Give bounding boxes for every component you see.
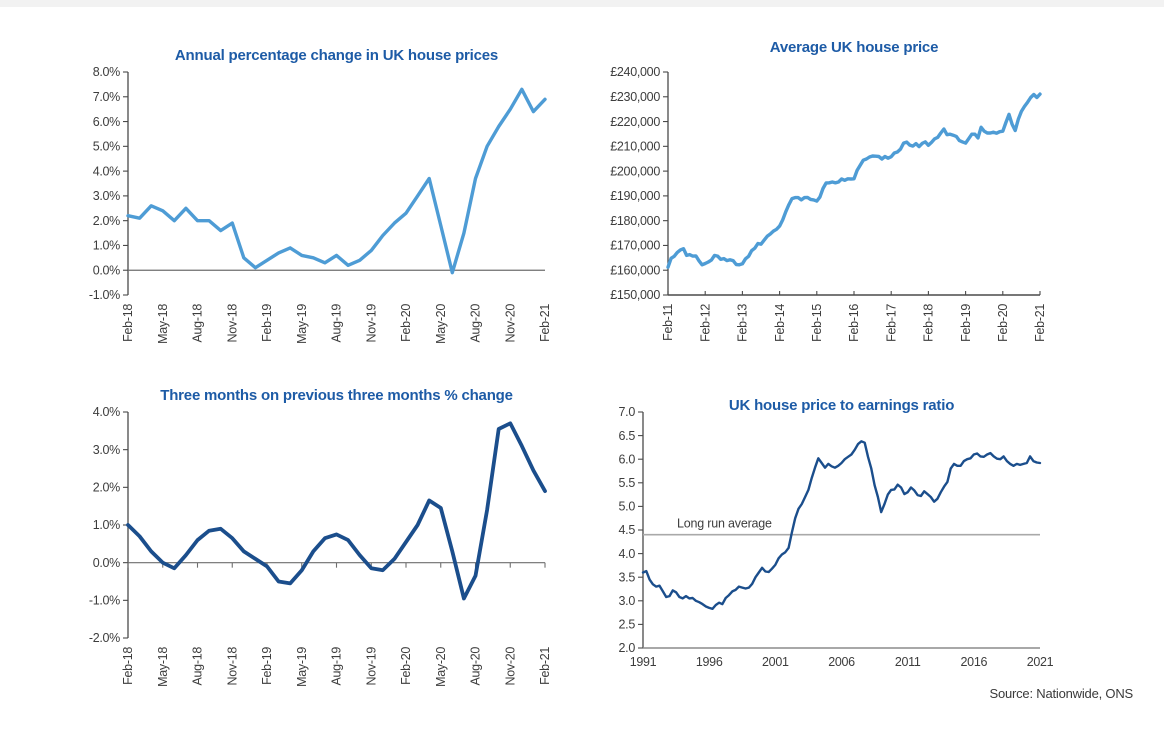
chart-title-three-month-change: Three months on previous three months % … (160, 387, 513, 404)
svg-text:Feb-18: Feb-18 (922, 304, 936, 342)
svg-text:Feb-20: Feb-20 (399, 647, 413, 685)
svg-text:£210,000: £210,000 (610, 140, 660, 154)
svg-text:4.0%: 4.0% (93, 164, 120, 178)
svg-text:4.0%: 4.0% (93, 405, 120, 419)
svg-text:Feb-19: Feb-19 (260, 304, 274, 342)
svg-text:2001: 2001 (762, 655, 789, 669)
svg-text:Feb-14: Feb-14 (773, 304, 787, 342)
chart-average-price: Average UK house price £150,000 £160,000 £… (595, 38, 1065, 350)
svg-text:Feb-11: Feb-11 (661, 304, 675, 341)
svg-text:4.0: 4.0 (619, 547, 636, 561)
svg-text:2.0: 2.0 (619, 641, 636, 655)
chart-plot-average-price: £150,000 £160,000 £170,000 £180,000 £190,000… (610, 65, 1047, 342)
svg-text:3.5: 3.5 (619, 570, 636, 584)
svg-text:-1.0%: -1.0% (89, 594, 120, 608)
svg-text:1.0%: 1.0% (93, 518, 120, 532)
svg-text:1996: 1996 (696, 655, 723, 669)
svg-text:May-19: May-19 (295, 304, 309, 344)
svg-text:0.0%: 0.0% (93, 263, 120, 277)
chart-three-month-change: Three months on previous three months % … (60, 386, 565, 706)
svg-text:Feb-21: Feb-21 (538, 647, 552, 685)
chart-title-price-to-earnings: UK house price to earnings ratio (728, 397, 955, 414)
svg-text:Aug-19: Aug-19 (330, 647, 344, 686)
svg-text:6.5: 6.5 (619, 429, 636, 443)
svg-text:Aug-18: Aug-18 (191, 647, 205, 686)
svg-text:2021: 2021 (1027, 655, 1054, 669)
chart-plot-price-to-earnings: 2.0 2.5 3.0 3.5 4.0 4.5 5.0 5.5 6.0 6.5 7.0 Long ru… (619, 405, 1054, 669)
svg-text:Aug-20: Aug-20 (469, 304, 483, 343)
svg-text:7.0: 7.0 (619, 405, 636, 419)
svg-text:Nov-19: Nov-19 (364, 304, 378, 343)
svg-text:1.0%: 1.0% (93, 239, 120, 253)
svg-text:2.0%: 2.0% (93, 481, 120, 495)
chart-plot-annual-pct-change: -1.0% 0.0% 1.0% 2.0% 3.0% 4.0% 5.0% 6.0% 7.0% 8.0… (89, 65, 552, 344)
svg-text:£190,000: £190,000 (610, 189, 660, 203)
svg-text:Long run average: Long run average (677, 517, 772, 531)
chart-price-to-earnings: UK house price to earnings ratio 2.0 2.5 3… (600, 396, 1065, 681)
svg-text:-1.0%: -1.0% (89, 288, 120, 302)
svg-text:£160,000: £160,000 (610, 263, 660, 277)
svg-text:2.0%: 2.0% (93, 214, 120, 228)
svg-text:8.0%: 8.0% (93, 65, 120, 79)
svg-text:May-19: May-19 (295, 647, 309, 687)
svg-text:£150,000: £150,000 (610, 288, 660, 302)
svg-text:£230,000: £230,000 (610, 90, 660, 104)
svg-text:Feb-17: Feb-17 (884, 304, 898, 342)
svg-text:Nov-19: Nov-19 (364, 647, 378, 686)
svg-text:Nov-18: Nov-18 (225, 304, 239, 343)
svg-text:Feb-20: Feb-20 (996, 304, 1010, 342)
chart-title-average-price: Average UK house price (769, 39, 939, 56)
svg-text:2006: 2006 (828, 655, 855, 669)
svg-text:Aug-18: Aug-18 (191, 304, 205, 343)
svg-text:2016: 2016 (961, 655, 988, 669)
svg-text:May-18: May-18 (156, 304, 170, 344)
svg-text:Feb-16: Feb-16 (847, 304, 861, 342)
svg-text:May-20: May-20 (434, 647, 448, 687)
svg-text:6.0: 6.0 (619, 452, 636, 466)
svg-text:£170,000: £170,000 (610, 239, 660, 253)
svg-text:Feb-18: Feb-18 (121, 304, 135, 342)
svg-text:4.5: 4.5 (619, 523, 636, 537)
svg-text:3.0%: 3.0% (93, 189, 120, 203)
svg-text:1991: 1991 (630, 655, 657, 669)
svg-text:5.0%: 5.0% (93, 140, 120, 154)
svg-text:-2.0%: -2.0% (89, 631, 120, 645)
svg-text:Nov-20: Nov-20 (503, 647, 517, 686)
svg-text:Nov-20: Nov-20 (503, 304, 517, 343)
chart-annual-pct-change: Annual percentage change in UK house pri… (60, 46, 565, 360)
svg-text:Aug-20: Aug-20 (469, 647, 483, 686)
chart-plot-three-month-change: -2.0% -1.0% 0.0% 1.0% 2.0% 3.0% 4.0% Feb-18 May-… (89, 405, 552, 687)
svg-text:May-20: May-20 (434, 304, 448, 344)
svg-text:Feb-12: Feb-12 (698, 304, 712, 342)
svg-text:5.0: 5.0 (619, 500, 636, 514)
svg-text:Feb-21: Feb-21 (538, 304, 552, 342)
chart-title-annual-pct-change: Annual percentage change in UK house pri… (174, 47, 499, 64)
svg-text:£200,000: £200,000 (610, 164, 660, 178)
svg-text:Nov-18: Nov-18 (225, 647, 239, 686)
svg-text:Feb-20: Feb-20 (399, 304, 413, 342)
svg-text:0.0%: 0.0% (93, 556, 120, 570)
svg-text:Feb-18: Feb-18 (121, 647, 135, 685)
svg-text:3.0: 3.0 (619, 594, 636, 608)
svg-text:2011: 2011 (895, 655, 921, 669)
top-strip (0, 0, 1164, 7)
svg-text:May-18: May-18 (156, 647, 170, 687)
svg-text:Feb-19: Feb-19 (959, 304, 973, 342)
svg-text:6.0%: 6.0% (93, 115, 120, 129)
svg-text:£240,000: £240,000 (610, 65, 660, 79)
svg-text:Aug-19: Aug-19 (330, 304, 344, 343)
svg-text:7.0%: 7.0% (93, 90, 120, 104)
svg-text:Feb-13: Feb-13 (736, 304, 750, 342)
svg-text:2.5: 2.5 (619, 618, 636, 632)
svg-text:5.5: 5.5 (619, 476, 636, 490)
svg-text:3.0%: 3.0% (93, 443, 120, 457)
svg-text:Feb-21: Feb-21 (1033, 304, 1047, 342)
source-note: Source: Nationwide, ONS (989, 686, 1133, 701)
svg-text:£220,000: £220,000 (610, 115, 660, 129)
svg-text:£180,000: £180,000 (610, 214, 660, 228)
svg-text:Feb-15: Feb-15 (810, 304, 824, 342)
svg-text:Feb-19: Feb-19 (260, 647, 274, 685)
